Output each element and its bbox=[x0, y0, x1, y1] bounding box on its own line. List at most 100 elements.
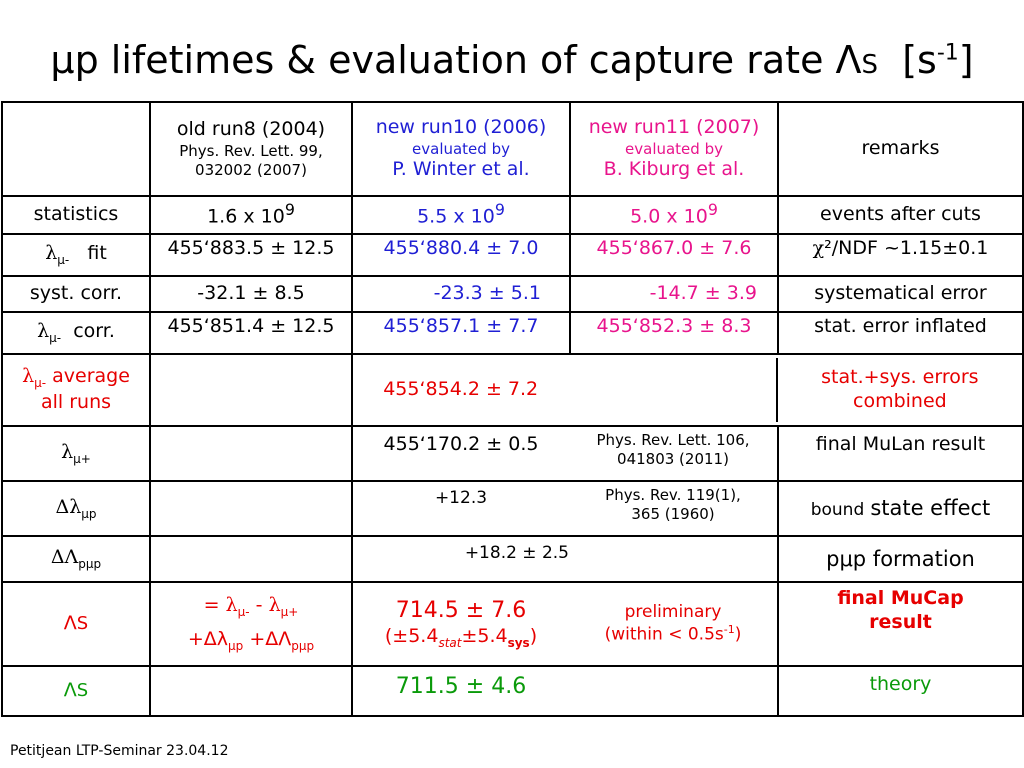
bound-delta-lambda: Δλ bbox=[55, 495, 82, 518]
mulan-lambda-sub: μ+ bbox=[73, 451, 91, 466]
title-unit-close: ] bbox=[958, 38, 974, 82]
mulan-span: 455‘170.2 ± 0.5 Phys. Rev. Lett. 106, 04… bbox=[351, 425, 779, 482]
table-row-mulan: λμ+ 455‘170.2 ± 0.5 Phys. Rev. Lett. 106… bbox=[1, 425, 1024, 482]
corr-lambda: λ bbox=[37, 320, 50, 343]
corr-run8: 455‘851.4 ± 12.5 bbox=[149, 311, 353, 355]
row-label-syst: syst. corr. bbox=[1, 275, 151, 313]
table-row-lambda-s: ΛS = λμ- - λμ+ +Δλμp +ΔΛpμp 714.5 ± 7.6 … bbox=[1, 581, 1024, 667]
header-run10-author: P. Winter et al. bbox=[392, 158, 530, 181]
table-row-ppmu: ΔΛpμp +18.2 ± 2.5 pμp formation bbox=[1, 535, 1024, 583]
theory-value: 711.5 ± 4.6 bbox=[395, 674, 527, 699]
bound-remark: bound state effect bbox=[777, 480, 1024, 537]
average-label-text: average bbox=[52, 365, 130, 388]
row-label-average: λμ- average all runs bbox=[1, 353, 151, 427]
syst-run10: -23.3 ± 5.1 bbox=[351, 275, 571, 313]
ppmu-remark: pμp formation bbox=[777, 535, 1024, 583]
ppmu-empty bbox=[149, 535, 353, 583]
ppmu-delta-lambda: ΔΛ bbox=[50, 546, 79, 569]
fit-run8: 455‘883.5 ± 12.5 bbox=[149, 233, 353, 277]
theory-span: 711.5 ± 4.6 bbox=[351, 665, 779, 717]
bound-remark-small: bound bbox=[810, 500, 865, 521]
corr-run10: 455‘857.1 ± 7.7 bbox=[351, 311, 571, 355]
formula-sub1: μ- bbox=[237, 605, 250, 619]
formula-eq: = bbox=[203, 594, 226, 617]
average-remark-line1: stat.+sys. errors bbox=[821, 366, 979, 389]
ppmu-sub: pμp bbox=[78, 556, 102, 571]
chi-symbol: χ bbox=[812, 237, 825, 259]
table-header-row: old run8 (2004) Phys. Rev. Lett. 99, 032… bbox=[1, 101, 1024, 197]
row-label-statistics: statistics bbox=[1, 195, 151, 235]
table-row-bound: Δλμp +12.3 Phys. Rev. 119(1), 365 (1960)… bbox=[1, 480, 1024, 537]
formula-dL: +ΔΛ bbox=[243, 628, 292, 650]
lambda-s-symbol: Λ bbox=[63, 612, 77, 635]
results-table: old run8 (2004) Phys. Rev. Lett. 99, 032… bbox=[1, 101, 1024, 717]
footer-text: Petitjean LTP-Seminar 23.04.12 bbox=[10, 743, 229, 759]
statistics-run10: 5.5 x 109 bbox=[351, 195, 571, 235]
mucap-line2: result bbox=[869, 610, 932, 633]
syst-run8: -32.1 ± 8.5 bbox=[149, 275, 353, 313]
formula-sub2: μ+ bbox=[280, 605, 299, 619]
bound-sub: μp bbox=[81, 506, 97, 521]
mulan-empty bbox=[149, 425, 353, 482]
lambda-s-span: 714.5 ± 7.6 (±5.4stat±5.4sys) preliminar… bbox=[351, 581, 779, 667]
statistics-run10-base: 5.5 x 10 bbox=[417, 205, 495, 228]
header-remarks: remarks bbox=[777, 101, 1024, 197]
header-run11-evaluated: evaluated by bbox=[625, 139, 723, 158]
bound-ref2: 365 (1960) bbox=[631, 504, 715, 523]
row-label-corr: λμ- corr. bbox=[1, 311, 151, 355]
err-mid: ±5.4 bbox=[461, 624, 508, 647]
syst-run11: -14.7 ± 3.9 bbox=[569, 275, 779, 313]
formula-lambda2: λ bbox=[268, 594, 281, 617]
row-label-bound: Δλμp bbox=[1, 480, 151, 537]
bound-span: +12.3 Phys. Rev. 119(1), 365 (1960) bbox=[351, 480, 779, 537]
corr-remark: stat. error inflated bbox=[777, 311, 1024, 355]
header-run10-evaluated: evaluated by bbox=[412, 139, 510, 158]
row-label-ppmu: ΔΛpμp bbox=[1, 535, 151, 583]
fit-run11: 455‘867.0 ± 7.6 bbox=[569, 233, 779, 277]
header-run11-author: B. Kiburg et al. bbox=[603, 158, 745, 181]
theory-empty bbox=[149, 665, 353, 717]
fit-lambda: λ bbox=[45, 242, 58, 265]
statistics-run8: 1.6 x 109 bbox=[149, 195, 353, 235]
fit-run10: 455‘880.4 ± 7.0 bbox=[351, 233, 571, 277]
header-run8-title: old run8 (2004) bbox=[176, 118, 326, 141]
average-remark: stat.+sys. errors combined bbox=[775, 358, 1022, 422]
prelim-exp: -1 bbox=[723, 623, 735, 637]
header-empty-cell bbox=[1, 101, 151, 197]
title-text: μp lifetimes & evaluation of capture rat… bbox=[50, 38, 862, 82]
header-run8-ref2: 032002 (2007) bbox=[195, 160, 307, 179]
table-row-syst: syst. corr. -32.1 ± 8.5 -23.3 ± 5.1 -14.… bbox=[1, 275, 1024, 313]
header-run10: new run10 (2006) evaluated by P. Winter … bbox=[351, 101, 571, 197]
theory-lambda-s: Λ bbox=[63, 679, 77, 702]
statistics-remark: events after cuts bbox=[777, 195, 1024, 235]
lambda-s-remark: final MuCap result bbox=[777, 581, 1024, 667]
title-subscript: S bbox=[861, 50, 879, 80]
table-row-corr: λμ- corr. 455‘851.4 ± 12.5 455‘857.1 ± 7… bbox=[1, 311, 1024, 355]
lambda-s-value: 714.5 ± 7.6 bbox=[395, 598, 527, 624]
err-open: (±5.4 bbox=[384, 624, 439, 647]
row-label-fit: λμ- fit bbox=[1, 233, 151, 277]
formula-lambda1: λ bbox=[225, 594, 238, 617]
theory-remark: theory bbox=[777, 665, 1024, 717]
table-row-average: λμ- average all runs 455‘854.2 ± 7.2 sta… bbox=[1, 353, 1024, 427]
bound-remark-big: state effect bbox=[870, 496, 991, 521]
bound-value: +12.3 bbox=[434, 488, 488, 508]
average-label-text2: all runs bbox=[40, 391, 112, 414]
table-row-statistics: statistics 1.6 x 109 5.5 x 109 5.0 x 109… bbox=[1, 195, 1024, 235]
header-run11-title: new run11 (2007) bbox=[588, 115, 760, 138]
average-value: 455‘854.2 ± 7.2 bbox=[383, 378, 539, 401]
formula-dl-sub: μp bbox=[228, 638, 244, 653]
fit-remark: χ²/NDF ~1.15±0.1 bbox=[777, 233, 1024, 277]
mulan-lambda: λ bbox=[61, 440, 74, 463]
prelim-line1: preliminary bbox=[624, 601, 722, 622]
mulan-value: 455‘170.2 ± 0.5 bbox=[383, 433, 539, 455]
average-lambda: λ bbox=[22, 365, 35, 388]
page-title: μp lifetimes & evaluation of capture rat… bbox=[0, 38, 1024, 82]
row-label-lambda-s: ΛS bbox=[1, 581, 151, 667]
corr-lambda-sub: μ- bbox=[49, 330, 62, 345]
average-lambda-sub: μ- bbox=[34, 376, 47, 391]
err-sys: sys bbox=[507, 635, 530, 650]
ppmu-span: +18.2 ± 2.5 bbox=[351, 535, 779, 583]
average-remark-line2: combined bbox=[853, 390, 947, 412]
header-run8-ref1: Phys. Rev. Lett. 99, bbox=[179, 142, 323, 161]
